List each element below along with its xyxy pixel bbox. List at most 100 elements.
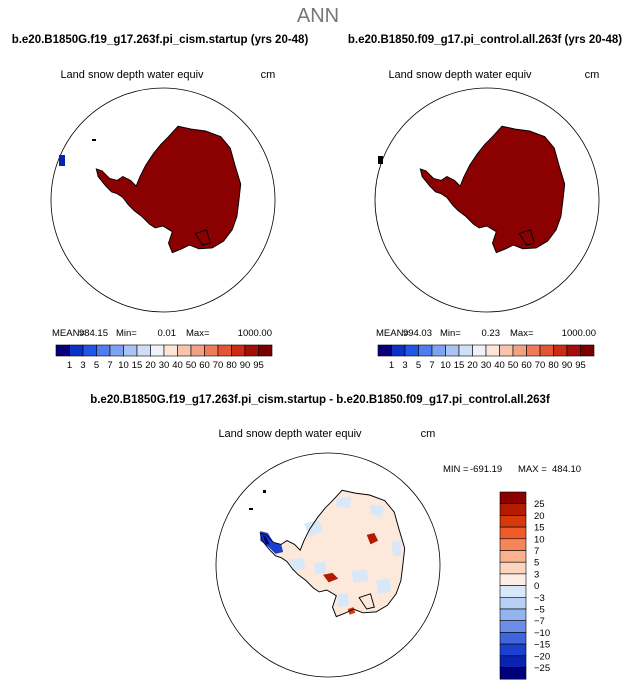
colorbar-swatch xyxy=(123,344,138,357)
panel-diff-min-label: MIN = xyxy=(443,464,469,475)
colorbar-tick-label: 7 xyxy=(534,546,539,557)
colorbar-swatch xyxy=(55,344,70,357)
colorbar-tick-label: 70 xyxy=(213,360,224,371)
colorbar-swatch xyxy=(69,344,84,357)
colorbar-swatch xyxy=(499,515,527,528)
colorbar-swatch xyxy=(136,344,151,357)
colorbar-tick-label: −3 xyxy=(534,593,545,604)
colorbar-swatch xyxy=(580,344,595,357)
panel-diff-title: b.e20.B1850G.f19_g17.263f.pi_cism.startu… xyxy=(90,394,550,406)
panel-diff-antarctica xyxy=(259,489,406,618)
colorbar-tick-label: 15 xyxy=(454,360,465,371)
panel-control-stray-cell xyxy=(378,156,383,164)
panel-case-colorbar: 1 3 5 7 10 15 20 30 40 50 60 70 80 90 95 xyxy=(55,344,273,371)
colorbar-tick-label: 1 xyxy=(389,360,394,371)
colorbar-tick-label: 80 xyxy=(548,360,559,371)
colorbar-tick-label: −10 xyxy=(534,628,550,639)
colorbar-swatch xyxy=(177,344,192,357)
colorbar-tick-label: 1 xyxy=(67,360,72,371)
colorbar-swatch xyxy=(499,585,527,598)
colorbar-tick-label: 10 xyxy=(118,360,129,371)
colorbar-swatch xyxy=(499,643,527,657)
colorbar-tick-label: 3 xyxy=(80,360,85,371)
panel-control-max-label: Max= xyxy=(510,328,534,339)
panel-diff-min: -691.19 xyxy=(470,464,502,475)
colorbar-swatch xyxy=(499,550,527,563)
panel-case-mean: 984.15 xyxy=(79,328,108,339)
colorbar-tick-label: 10 xyxy=(534,534,545,545)
colorbar-swatch xyxy=(163,344,178,357)
panel-case-variable: Land snow depth water equiv xyxy=(60,69,204,81)
colorbar-swatch xyxy=(258,344,273,357)
colorbar-swatch xyxy=(377,344,392,357)
colorbar-tick-label: 5 xyxy=(534,558,539,569)
colorbar-swatch xyxy=(499,596,527,610)
colorbar-tick-label: 30 xyxy=(481,360,492,371)
colorbar-swatch xyxy=(150,344,165,357)
colorbar-swatch xyxy=(445,344,460,357)
colorbar-tick-label: 20 xyxy=(534,511,545,522)
colorbar-swatch xyxy=(96,344,111,357)
colorbar-swatch xyxy=(512,344,527,357)
colorbar-tick-label: −15 xyxy=(534,640,550,651)
colorbar-swatch xyxy=(391,344,406,357)
colorbar-tick-label: 3 xyxy=(534,569,539,580)
colorbar-tick-label: 95 xyxy=(253,360,264,371)
panel-diff: b.e20.B1850G.f19_g17.263f.pi_cism.startu… xyxy=(90,394,581,680)
colorbar-swatch xyxy=(204,344,219,357)
colorbar-tick-label: 5 xyxy=(94,360,99,371)
colorbar-tick-label: 7 xyxy=(107,360,112,371)
colorbar-tick-label: 90 xyxy=(562,360,573,371)
colorbar-swatch xyxy=(499,655,527,668)
colorbar-swatch xyxy=(458,344,473,357)
colorbar-swatch xyxy=(231,344,246,357)
colorbar-tick-label: −5 xyxy=(534,605,545,616)
colorbar-swatch xyxy=(190,344,205,357)
panel-case: b.e20.B1850G.f19_g17.263f.pi_cism.startu… xyxy=(12,34,309,371)
panel-case-stray-cell xyxy=(92,139,96,141)
panel-control-variable: Land snow depth water equiv xyxy=(388,69,532,81)
panel-diff-stray-cell-2 xyxy=(263,490,266,493)
colorbar-tick-label: 3 xyxy=(402,360,407,371)
panel-case-min-label: Min= xyxy=(116,328,137,339)
colorbar-swatch xyxy=(499,632,527,645)
colorbar-swatch xyxy=(566,344,581,357)
panel-control-max: 1000.00 xyxy=(562,328,596,339)
colorbar-tick-label: 80 xyxy=(226,360,237,371)
colorbar-swatch xyxy=(499,526,527,540)
panel-diff-max: 484.10 xyxy=(552,464,581,475)
panel-case-min: 0.01 xyxy=(158,328,177,339)
panel-control-mean: 994.03 xyxy=(403,328,432,339)
colorbar-tick-label: 95 xyxy=(575,360,586,371)
colorbar-tick-label: 0 xyxy=(534,581,539,592)
panel-case-mean-label: MEAN= xyxy=(52,328,85,339)
colorbar-swatch xyxy=(499,503,527,516)
colorbar-tick-label: 60 xyxy=(199,360,210,371)
colorbar-tick-label: 70 xyxy=(535,360,546,371)
panel-case-blue-cell xyxy=(59,155,65,166)
panel-control: b.e20.B1850.f09_g17.pi_control.all.263f … xyxy=(348,34,622,371)
colorbar-swatch xyxy=(485,344,500,357)
colorbar-swatch xyxy=(499,608,527,621)
colorbar-swatch xyxy=(431,344,446,357)
colorbar-tick-label: 5 xyxy=(416,360,421,371)
panel-diff-stray-cell xyxy=(249,508,253,510)
colorbar-swatch xyxy=(404,344,419,357)
colorbar-tick-label: 30 xyxy=(159,360,170,371)
colorbar-swatch xyxy=(499,344,514,357)
colorbar-swatch xyxy=(499,491,527,504)
colorbar-tick-label: 7 xyxy=(429,360,434,371)
colorbar-tick-label: 20 xyxy=(467,360,478,371)
colorbar-swatch xyxy=(82,344,97,357)
panel-control-min-label: Min= xyxy=(440,328,461,339)
colorbar-swatch xyxy=(499,538,527,551)
colorbar-tick-label: 15 xyxy=(132,360,143,371)
colorbar-tick-label: 20 xyxy=(145,360,156,371)
colorbar-swatch xyxy=(109,344,124,357)
panel-control-colorbar: 1 3 5 7 10 15 20 30 40 50 60 70 80 90 95 xyxy=(377,344,595,371)
colorbar-swatch xyxy=(499,561,527,575)
colorbar-tick-label: 50 xyxy=(186,360,197,371)
panel-diff-units: cm xyxy=(421,428,436,440)
colorbar-tick-label: 40 xyxy=(494,360,505,371)
panel-control-min: 0.23 xyxy=(482,328,501,339)
